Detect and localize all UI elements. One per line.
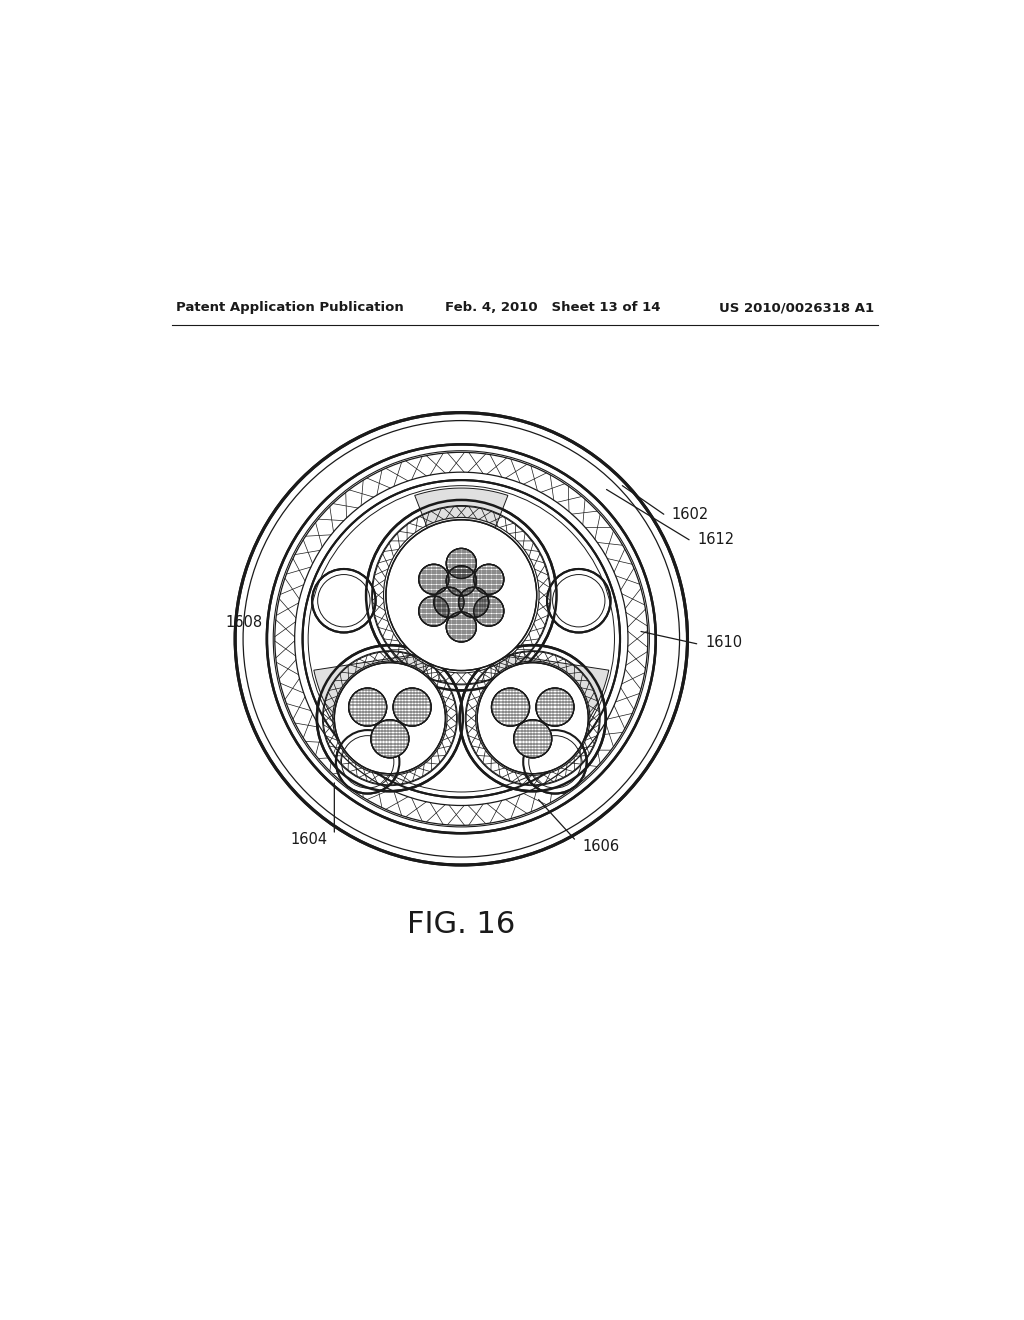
Circle shape <box>316 645 463 791</box>
Circle shape <box>274 453 648 825</box>
Circle shape <box>514 719 552 758</box>
Circle shape <box>446 548 476 578</box>
Polygon shape <box>415 488 508 615</box>
Text: 1602: 1602 <box>672 507 709 521</box>
Text: 1612: 1612 <box>697 532 735 546</box>
Circle shape <box>474 595 504 626</box>
Polygon shape <box>313 651 440 751</box>
Circle shape <box>492 688 529 726</box>
Circle shape <box>236 413 687 865</box>
Text: Patent Application Publication: Patent Application Publication <box>176 301 403 314</box>
Circle shape <box>419 564 449 594</box>
Circle shape <box>336 730 399 793</box>
Circle shape <box>334 663 445 774</box>
Circle shape <box>536 688 574 726</box>
Text: US 2010/0026318 A1: US 2010/0026318 A1 <box>719 301 873 314</box>
Circle shape <box>312 569 376 632</box>
Circle shape <box>367 500 557 690</box>
Circle shape <box>446 612 476 642</box>
Circle shape <box>459 587 488 618</box>
Text: 1610: 1610 <box>706 635 742 651</box>
Circle shape <box>348 688 387 726</box>
Text: 1606: 1606 <box>583 840 620 854</box>
Circle shape <box>446 566 476 595</box>
Circle shape <box>393 688 431 726</box>
Circle shape <box>386 520 537 671</box>
Circle shape <box>474 564 504 594</box>
Circle shape <box>371 719 409 758</box>
Circle shape <box>477 663 589 774</box>
Circle shape <box>419 595 449 626</box>
Text: Feb. 4, 2010   Sheet 13 of 14: Feb. 4, 2010 Sheet 13 of 14 <box>445 301 660 314</box>
Circle shape <box>460 645 606 791</box>
Circle shape <box>303 480 621 797</box>
Circle shape <box>547 569 610 632</box>
Circle shape <box>434 587 464 618</box>
Circle shape <box>523 730 587 793</box>
Text: 1604: 1604 <box>291 832 328 847</box>
Circle shape <box>267 445 655 833</box>
Text: FIG. 16: FIG. 16 <box>408 909 515 939</box>
Text: 1608: 1608 <box>225 615 263 631</box>
Polygon shape <box>482 651 609 751</box>
